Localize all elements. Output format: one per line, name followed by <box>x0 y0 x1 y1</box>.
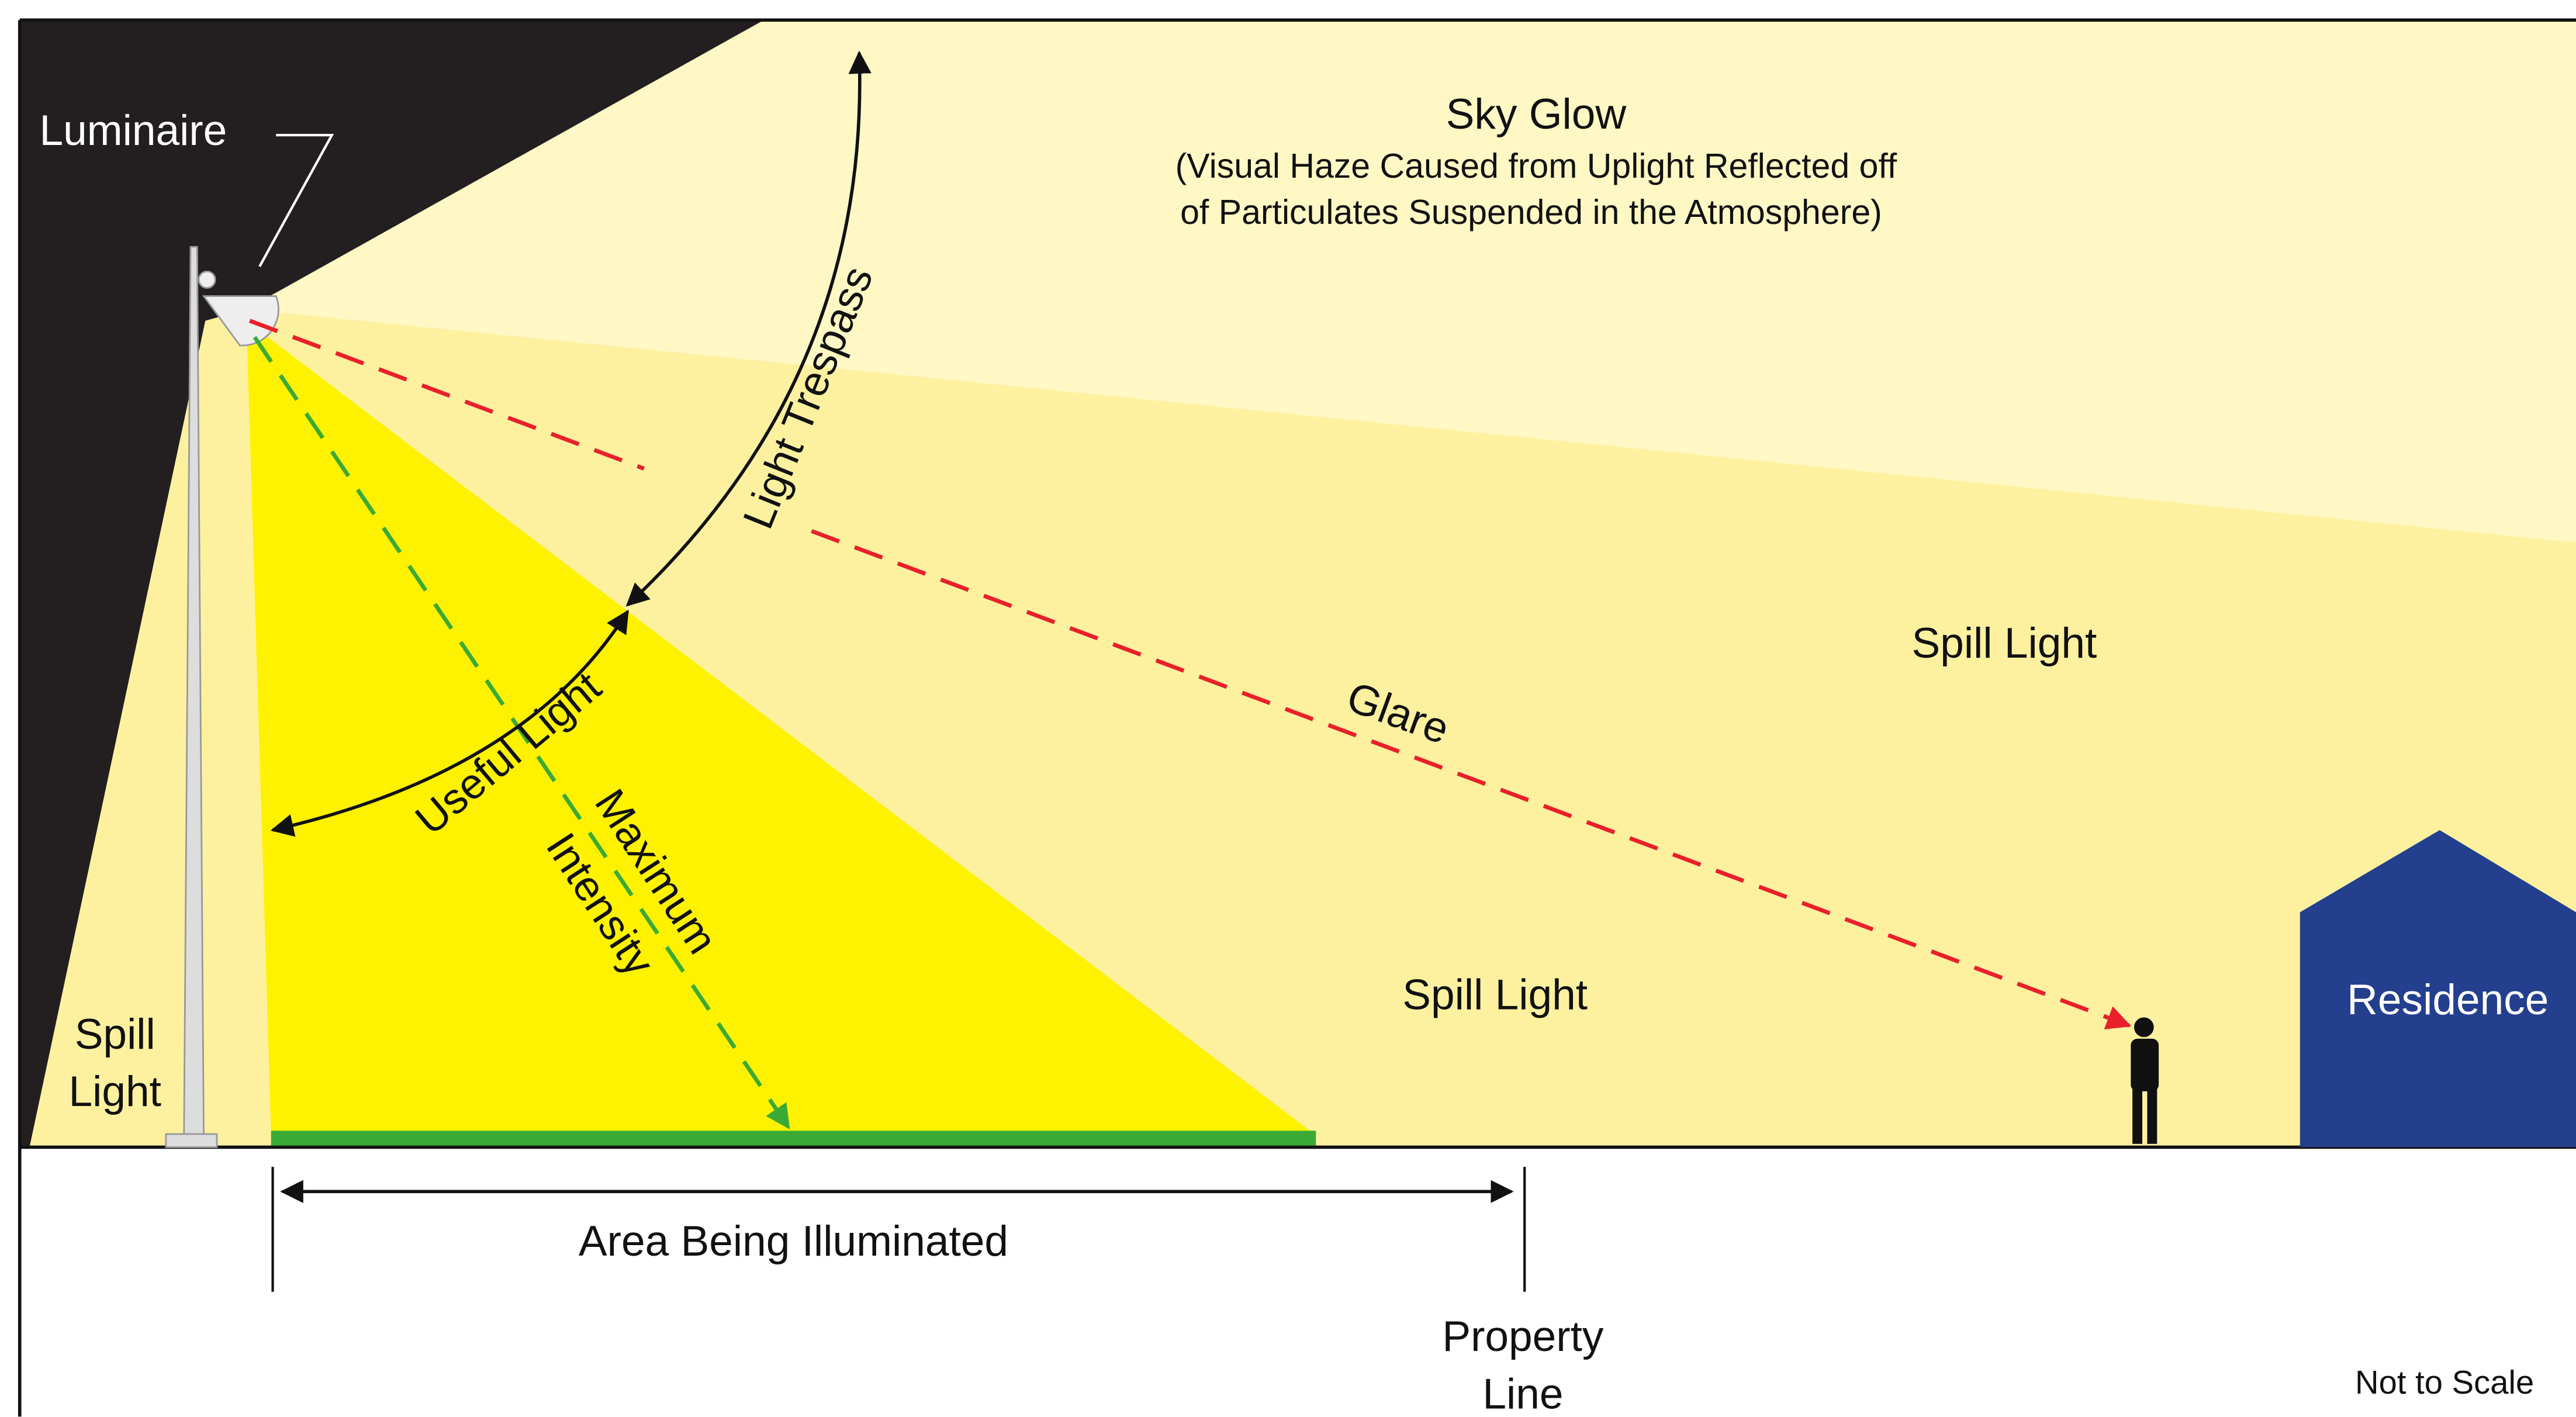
label: Residence <box>2347 976 2549 1024</box>
label: Spill Light <box>1912 620 2097 667</box>
label: Spill <box>75 1011 155 1058</box>
luminaire-sensor <box>199 271 215 288</box>
diagram: Luminaire Sky Glow (Visual Haze Caused f… <box>0 0 2576 1417</box>
label: of Particulates Suspended in the Atmosph… <box>1180 193 1882 231</box>
label: Not to Scale <box>2355 1364 2534 1401</box>
label: Property <box>1442 1313 1604 1360</box>
label: Area Being Illuminated <box>579 1218 1008 1265</box>
label: (Visual Haze Caused from Uplight Reflect… <box>1175 147 1897 185</box>
illuminated-area <box>271 1131 1316 1145</box>
pole-base <box>166 1134 217 1147</box>
label: Sky Glow <box>1446 91 1627 138</box>
label: Luminaire <box>39 107 227 154</box>
label: Spill Light <box>1402 971 1588 1018</box>
label: Light <box>69 1068 161 1115</box>
label: Line <box>1482 1370 1563 1417</box>
